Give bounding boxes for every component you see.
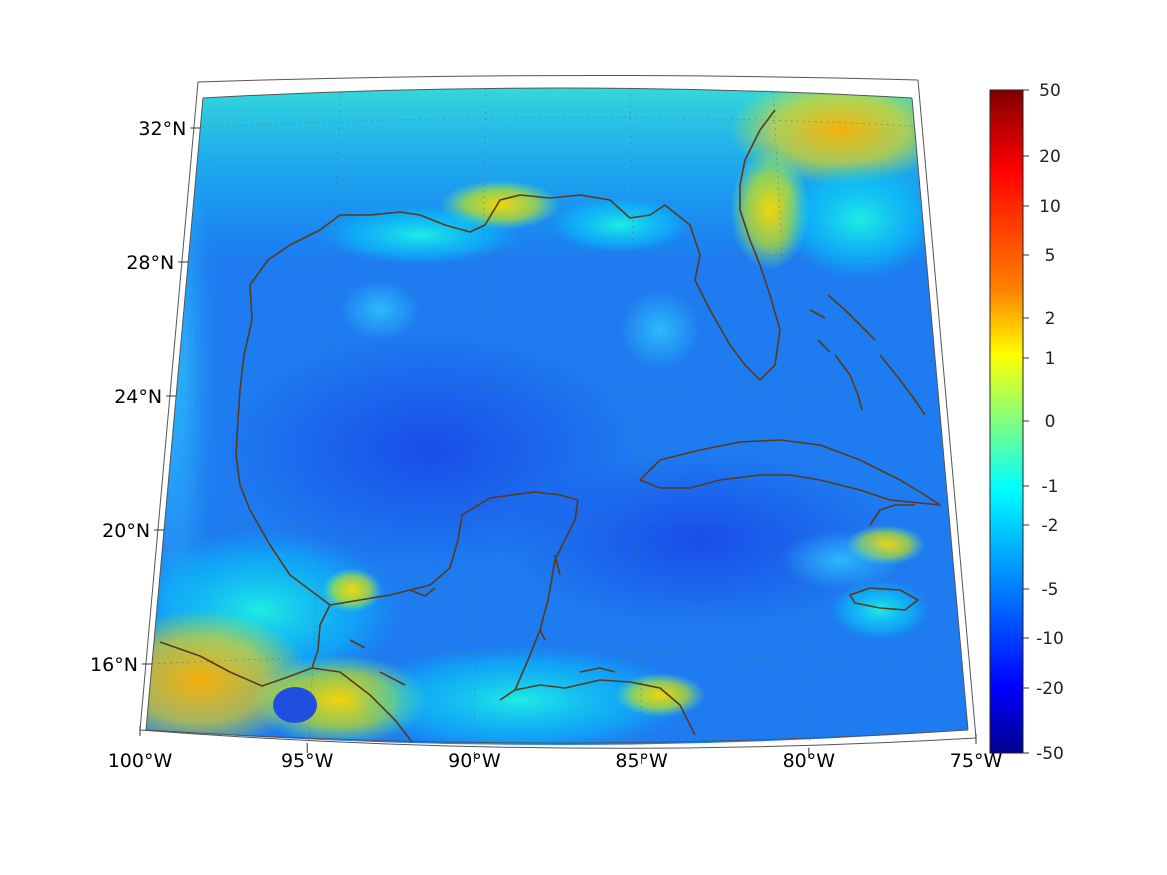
colorbar-tick-label: -20 [1036,679,1064,699]
lon-tick-label: 75°W [950,750,1003,772]
lon-tick-label: 90°W [448,750,501,772]
colorbar-tick-label: 50 [1039,81,1061,101]
colorbar-tick-label: -5 [1042,580,1059,600]
lat-tick-label: 16°N [90,654,138,676]
lat-tick-label: 32°N [138,118,186,140]
colorbar-tick-label: 20 [1039,147,1061,167]
colorbar-tick-label: 0 [1045,412,1056,432]
colorbar-tick-label: -1 [1042,477,1059,497]
colorbar-tick-label: 1 [1045,349,1056,369]
colorbar-tick-label: -2 [1042,516,1059,536]
graticule [151,87,967,749]
colorbar-gradient [989,89,1024,754]
colorbar-tick-label: 5 [1045,246,1056,266]
latitude-tick-labels: 32°N 28°N 24°N 20°N 16°N [90,118,201,676]
data-field [146,88,968,745]
lon-tick-label: 100°W [108,750,173,772]
lat-tick-label: 24°N [114,386,162,408]
map-frame [139,74,977,749]
lon-tick-label: 80°W [783,750,836,772]
colorbar-tick-label: 10 [1039,197,1061,217]
colorbar-tick-label: 2 [1045,309,1056,329]
colorbar-tick-label: -50 [1036,744,1064,764]
lon-tick-label: 85°W [615,750,668,772]
lat-tick-label: 20°N [102,520,150,542]
lon-tick-label: 95°W [281,750,334,772]
longitude-tick-labels: 100°W 95°W 90°W 85°W 80°W 75°W [108,726,1003,772]
lat-tick-label: 28°N [126,252,174,274]
colorbar-tick-label: -10 [1036,629,1064,649]
coastlines [159,109,941,743]
